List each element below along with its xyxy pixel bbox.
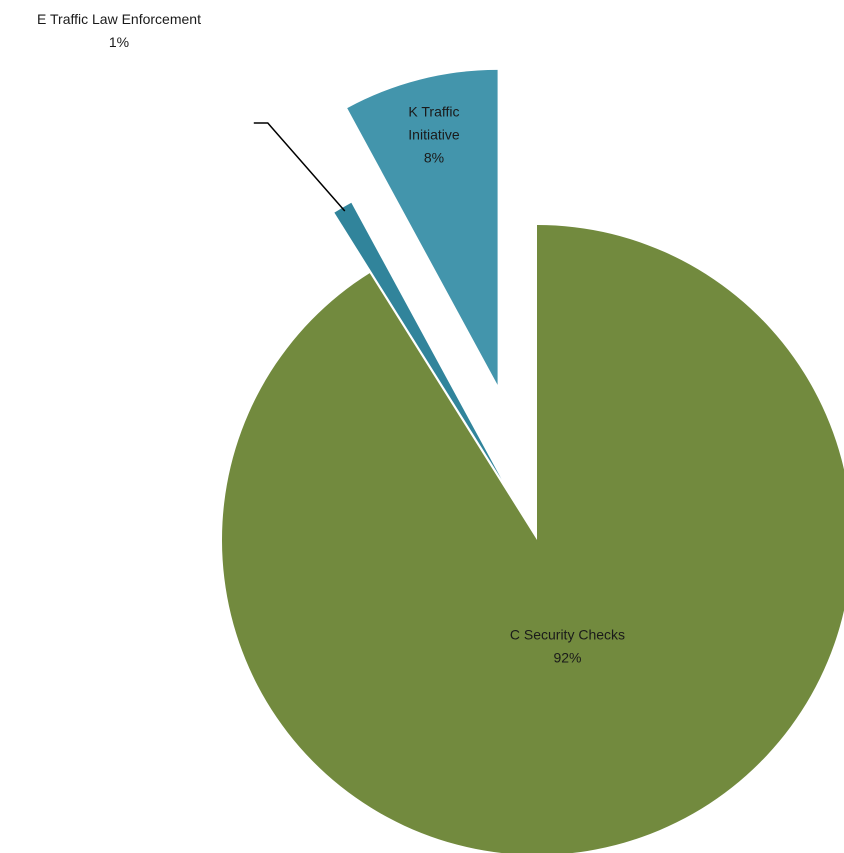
pie-slice-c-security-checks [222,225,844,853]
pie-slice-k-traffic-initiative [347,69,498,385]
slice-name-label: E Traffic Law Enforcement [37,11,201,27]
pie-labels: C Security Checks 92% E Traffic Law Enforc… [37,11,625,665]
slice-name-label: Initiative [408,127,460,143]
leader-line [253,122,346,212]
slice-name-label: C Security Checks [510,626,625,642]
slice-percent-label: 92% [553,649,581,665]
pie-slice-e-traffic-law-enforcement [334,202,502,480]
slice-name-label: K Traffic [408,104,459,120]
slice-percent-label: 8% [424,150,444,166]
slice-percent-label: 1% [109,34,129,50]
pie-slices [222,69,844,853]
